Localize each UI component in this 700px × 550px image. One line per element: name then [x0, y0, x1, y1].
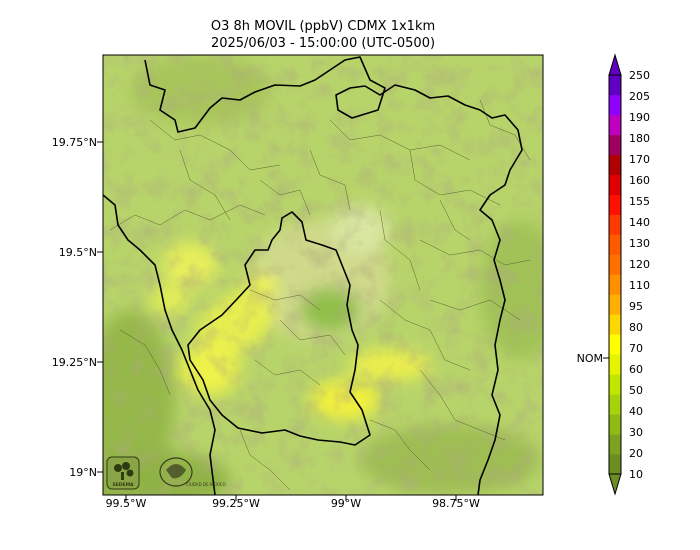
- colorbar-tick-label: 130: [629, 237, 650, 250]
- colorbar-segments: [608, 74, 622, 475]
- colorbar-segment: [609, 454, 621, 475]
- map-panel: SEDEMA CIUDAD DE MÉXICO: [103, 55, 543, 495]
- colorbar-tick-label: 160: [629, 174, 650, 187]
- colorbar-tick-label: 95: [629, 300, 643, 313]
- colorbar-segment: [609, 374, 621, 395]
- seal-text: CIUDAD DE MÉXICO: [186, 482, 226, 487]
- colorbar-segment: [609, 94, 621, 116]
- municipal-boundaries: [109, 99, 531, 491]
- colorbar-tick-label: 250: [629, 69, 650, 82]
- map-subtitle: 2025/06/03 - 15:00:00 (UTC-0500): [210, 36, 436, 51]
- colorbar-tick-label: 140: [629, 216, 650, 229]
- colorbar-segment: [609, 394, 621, 415]
- colorbar-top-arrow: [608, 53, 622, 76]
- colorbar-tick-label: 70: [629, 342, 643, 355]
- sedema-logo-text: SEDEMA: [112, 482, 134, 488]
- colorbar-segment: [609, 214, 621, 235]
- colorbar-segment: [609, 354, 621, 375]
- lon-axis: 99.5°W 99.25°W 99°W 98.75°W: [106, 495, 480, 510]
- map-frame: [102, 54, 544, 496]
- colorbar-tick-label: 155: [629, 195, 650, 208]
- lat-tick-label: 19.75°N: [52, 136, 97, 149]
- lat-tick-label: 19.5°N: [59, 246, 97, 259]
- colorbar-segment: [609, 314, 621, 335]
- lon-tick-label: 99.5°W: [106, 497, 147, 510]
- colorbar-tick-label: 170: [629, 153, 650, 166]
- sedema-logo: SEDEMA: [106, 456, 140, 490]
- colorbar-segment: [609, 234, 621, 255]
- colorbar: 10 20 30 40 50 60 70 80 95 110 120 130 140 155 160 170 1…: [577, 53, 650, 496]
- colorbar-segment: [609, 414, 621, 435]
- colorbar-tick-label: 40: [629, 405, 643, 418]
- colorbar-bottom-arrow: [608, 473, 622, 496]
- colorbar-tick-label: 80: [629, 321, 643, 334]
- lat-tick-label: 19.25°N: [52, 356, 97, 369]
- lon-tick-label: 98.75°W: [432, 497, 480, 510]
- colorbar-segment: [609, 154, 621, 176]
- map-title: O3 8h MOVIL (ppbV) CDMX 1x1km: [210, 19, 436, 34]
- colorbar-segment: [609, 434, 621, 455]
- lon-tick-label: 99.25°W: [212, 497, 260, 510]
- colorbar-segment: [609, 274, 621, 295]
- colorbar-segment: [609, 254, 621, 275]
- colorbar-segment: [609, 334, 621, 355]
- lon-tick-label: 99°W: [331, 497, 361, 510]
- colorbar-tick-label: 190: [629, 111, 650, 124]
- colorbar-tick-label: 50: [629, 384, 643, 397]
- colorbar-segment: [609, 174, 621, 195]
- colorbar-segment: [609, 294, 621, 315]
- colorbar-tick-label: 10: [629, 468, 643, 481]
- colorbar-labels: 10 20 30 40 50 60 70 80 95 110 120 130 140 155 160 170 1…: [629, 69, 650, 481]
- colorbar-segment: [609, 114, 621, 136]
- colorbar-segment: [609, 134, 621, 156]
- lat-tick-label: 19°N: [69, 466, 97, 479]
- colorbar-tick-label: 30: [629, 426, 643, 439]
- lat-axis: 19.75°N 19.5°N 19.25°N 19°N: [52, 136, 103, 479]
- colorbar-tick-label: 20: [629, 447, 643, 460]
- colorbar-tick-label: 110: [629, 279, 650, 292]
- colorbar-segment: [609, 194, 621, 215]
- colorbar-segment: [609, 75, 621, 96]
- mexico-city-seal: CIUDAD DE MÉXICO: [159, 457, 226, 487]
- colorbar-tick-label: 205: [629, 90, 650, 103]
- colorbar-tick-label: 180: [629, 132, 650, 145]
- colorbar-tick-label: 60: [629, 363, 643, 376]
- state-boundaries: [103, 56, 523, 495]
- nom-label: NOM: [577, 352, 603, 365]
- colorbar-tick-label: 120: [629, 258, 650, 271]
